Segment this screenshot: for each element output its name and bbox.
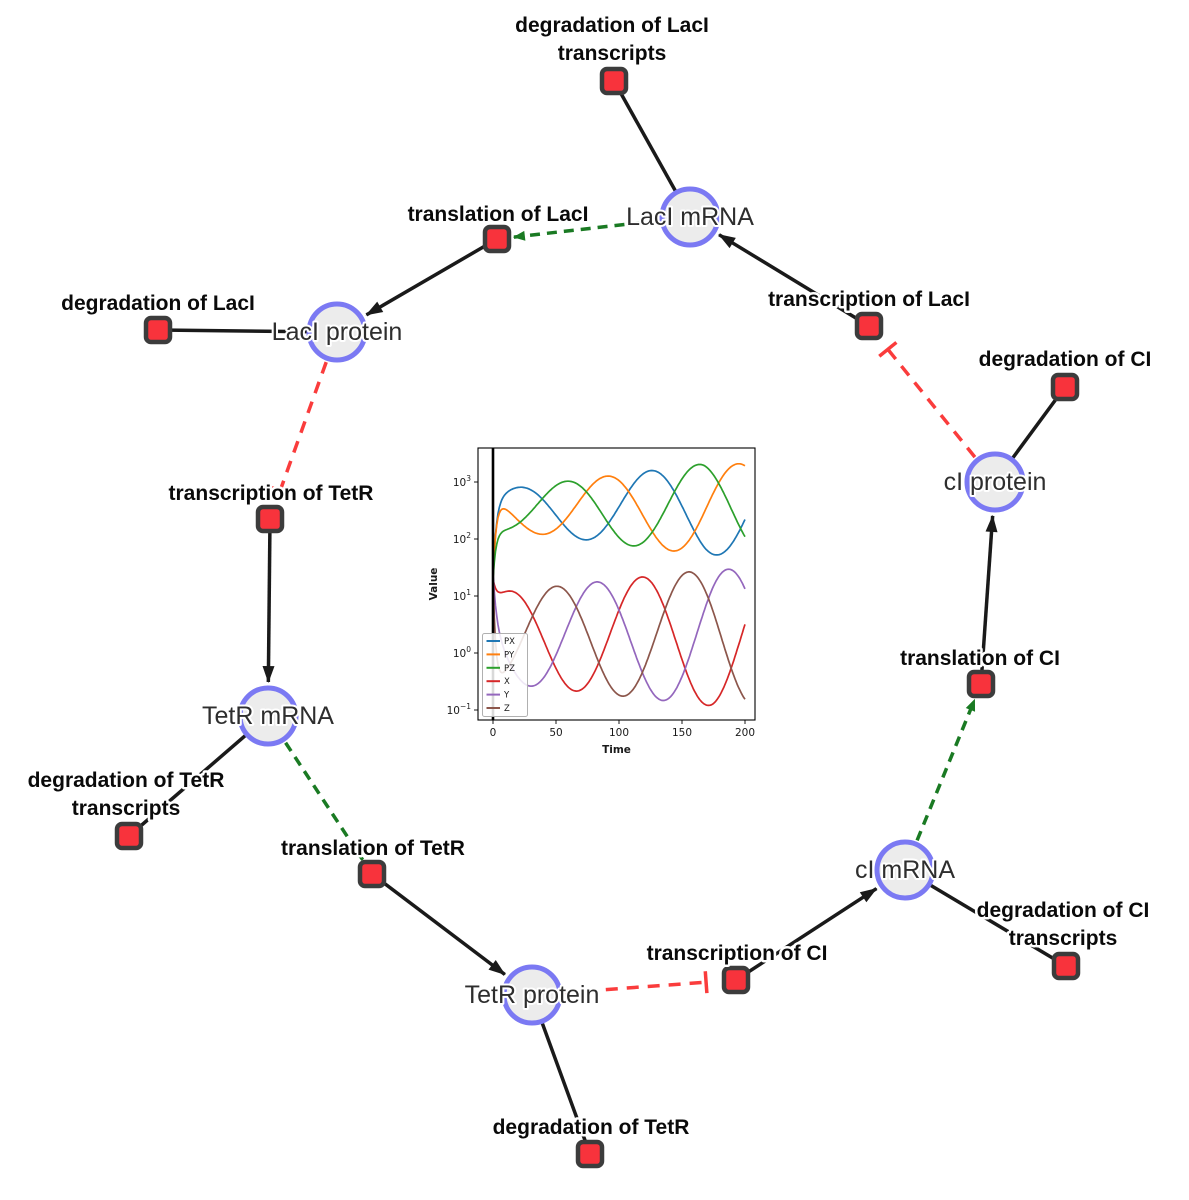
legend-label-pz: PZ — [504, 664, 515, 674]
y-axis-label: Value — [428, 568, 440, 601]
reaction-node-translation-tetr[interactable] — [357, 859, 387, 889]
y-tick-label: 103 — [453, 474, 471, 489]
y-tick-label: 101 — [453, 588, 471, 603]
edge-production-translation_ci-to-ci_protein — [979, 514, 998, 685]
series-line-px — [492, 469, 746, 579]
edge-production-transcription_laci-to-laci_mrna — [718, 233, 870, 328]
reaction-node-transcription-tetr[interactable] — [255, 504, 285, 534]
legend-label-z: Z — [504, 704, 510, 714]
x-tick-label: 0 — [490, 727, 497, 739]
series-line-py — [492, 462, 746, 579]
species-label-laci-protein: LacI protein — [272, 318, 403, 346]
reaction-label-translation-tetr: translation of TetR — [281, 837, 465, 860]
reaction-label-deg-laci: degradation of LacI — [61, 292, 255, 315]
species-node-laci-protein[interactable] — [306, 301, 368, 363]
reaction-node-deg-tetr[interactable] — [575, 1139, 605, 1169]
reaction-label-deg-tetr-tx: degradation of TetR — [28, 769, 225, 792]
reaction-node-translation-laci[interactable] — [482, 224, 512, 254]
species-node-tetr-protein[interactable] — [501, 964, 563, 1026]
series-line-pz — [492, 463, 746, 579]
y-tick-label: 100 — [453, 645, 471, 660]
plot-frame — [477, 447, 756, 721]
reaction-label-deg-tetr: degradation of TetR — [493, 1116, 690, 1139]
x-tick-label: 150 — [672, 727, 692, 739]
species-label-laci-mrna: LacI mRNA — [626, 203, 754, 231]
inhibition-tbar-laci_protein-to-transcription_tetr — [269, 485, 292, 497]
reaction-label-deg-laci-tx: transcripts — [558, 42, 667, 65]
reaction-node-translation-ci[interactable] — [966, 669, 996, 699]
legend-label-py: PY — [504, 650, 515, 660]
y-tick-label: 102 — [453, 531, 471, 546]
x-tick-label: 200 — [735, 727, 755, 739]
chart-series-group — [492, 462, 746, 707]
edge-production-transcription_ci-to-ci_mrna — [735, 887, 878, 982]
species-node-ci-protein[interactable] — [964, 451, 1026, 513]
edge-activation-ci_mrna-to-translation_ci — [915, 698, 977, 842]
x-axis-label: Time — [602, 744, 631, 756]
legend-label-x: X — [504, 677, 510, 687]
reaction-node-deg-ci-tx[interactable] — [1051, 951, 1081, 981]
edge-consumption-tetr_mrna-to-deg_tetr_tx — [127, 714, 270, 838]
edge-inhibition-laci_protein-to-transcription_tetr — [278, 361, 328, 492]
reaction-label-deg-ci: degradation of CI — [979, 348, 1152, 371]
reaction-label-translation-laci: translation of LacI — [408, 203, 589, 226]
edge-activation-laci_mrna-to-translation_laci — [512, 218, 659, 241]
edge-inhibition-tetr_protein-to-transcription_ci — [563, 980, 707, 995]
species-label-tetr-protein: TetR protein — [465, 981, 600, 1009]
series-line-z — [492, 571, 746, 700]
reaction-label-translation-ci: translation of CI — [900, 647, 1060, 670]
inset-simulation-chart: 0 50 100 150 200 103 102 101 100 10−1 Time Value PX P… — [428, 434, 771, 756]
reaction-node-deg-ci[interactable] — [1050, 372, 1080, 402]
species-label-ci-protein: cI protein — [944, 468, 1047, 496]
edge-production-transcription_tetr-to-tetr_mrna — [262, 518, 275, 684]
edge-production-translation_tetr-to-tetr_protein — [370, 872, 506, 976]
inhibition-tbar-tetr_protein-to-transcription_ci — [703, 971, 709, 994]
legend-label-y: Y — [503, 691, 510, 701]
x-tick-label: 50 — [549, 727, 562, 739]
y-tick-label: 10−1 — [447, 702, 472, 717]
nodes-layer — [114, 66, 1081, 1169]
species-node-ci-mrna[interactable] — [874, 839, 936, 901]
edge-inhibition-ci_protein-to-transcription_laci — [886, 348, 977, 459]
reaction-label-transcription-tetr: transcription of TetR — [169, 482, 374, 505]
legend-label-px: PX — [504, 637, 515, 647]
labels-layer: degradation of LacI transcripts translatio… — [25, 12, 1154, 1142]
x-tick-label: 100 — [609, 727, 629, 739]
species-node-tetr-mrna[interactable] — [237, 685, 299, 747]
reaction-node-transcription-laci[interactable] — [854, 311, 884, 341]
edge-activation-tetr_mrna-to-translation_tetr — [284, 741, 365, 861]
reaction-node-deg-laci[interactable] — [143, 315, 173, 345]
edge-consumption-ci_mrna-to-deg_ci_tx — [904, 868, 1067, 968]
reaction-label-deg-ci-tx: transcripts — [1009, 927, 1118, 950]
inhibition-tbar-ci_protein-to-transcription_laci — [878, 341, 898, 358]
reaction-label-transcription-laci: transcription of LacI — [768, 288, 970, 311]
reaction-node-deg-tetr-tx[interactable] — [114, 821, 144, 851]
species-node-laci-mrna[interactable] — [659, 186, 721, 248]
reaction-label-deg-tetr-tx: transcripts — [72, 797, 181, 820]
reaction-node-transcription-ci[interactable] — [721, 965, 751, 995]
reaction-label-deg-ci-tx: degradation of CI — [977, 899, 1150, 922]
reaction-node-deg-laci-tx[interactable] — [599, 66, 629, 96]
edge-production-translation_laci-to-laci_protein — [365, 237, 498, 317]
series-line-y — [492, 568, 746, 702]
species-label-ci-mrna: cI mRNA — [855, 856, 955, 884]
reaction-label-transcription-ci: transcription of CI — [647, 942, 828, 965]
species-label-tetr-mrna: TetR mRNA — [202, 702, 334, 730]
reaction-label-deg-laci-tx: degradation of LacI — [515, 14, 709, 37]
